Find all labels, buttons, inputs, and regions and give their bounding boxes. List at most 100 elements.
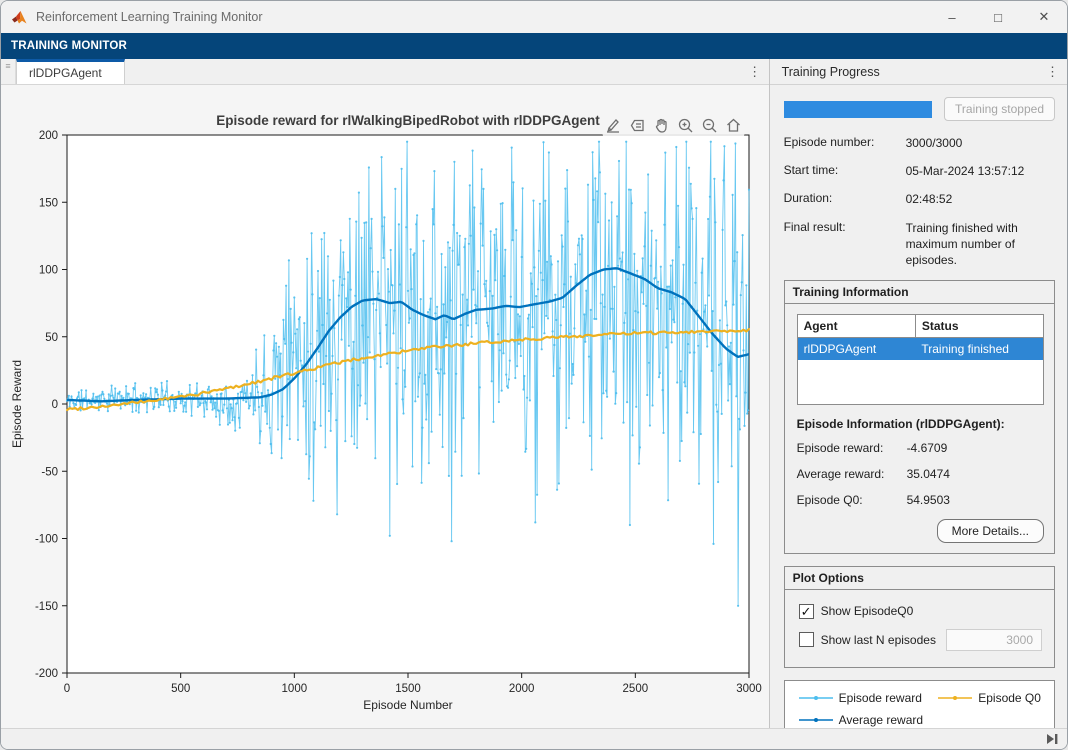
legend-item-episode-reward[interactable]: Episode reward <box>798 690 939 705</box>
show-episodeq0-label: Show EpisodeQ0 <box>820 604 914 619</box>
average-reward-label: Average reward: <box>796 466 885 481</box>
chart-panel: ≡ rlDDPGAgent ⋮ -200 -150 -100 -50 0 50 100 150… <box>1 59 770 728</box>
collapse-panel-icon[interactable] <box>1045 733 1059 745</box>
show-episodeq0-checkbox[interactable]: ✓ <box>798 603 814 619</box>
episode-reward-value: -4.6709 <box>906 440 948 455</box>
svg-text:Episode Number: Episode Number <box>363 698 452 712</box>
svg-text:Episode Reward: Episode Reward <box>10 360 24 448</box>
svg-text:3000: 3000 <box>736 683 762 695</box>
svg-text:2000: 2000 <box>509 683 535 695</box>
minimize-button[interactable]: – <box>948 9 956 25</box>
final-result-row: Final result: Training finished with max… <box>784 220 1055 269</box>
last-n-episodes-input <box>946 628 1042 651</box>
legend-label: Average reward <box>838 712 924 727</box>
duration-label: Duration: <box>783 191 833 206</box>
episode-number-label: Episode number: <box>783 135 875 149</box>
legend-label: Episode reward <box>838 690 922 705</box>
restore-view-icon[interactable] <box>724 116 743 135</box>
agent-status-table: Agent Status rlDDPGAgent Training finish… <box>796 314 1044 405</box>
svg-text:Episode reward for rlWalkingBi: Episode reward for rlWalkingBipedRobot w… <box>216 113 600 128</box>
episode-number-row: Episode number: 3000/3000 <box>784 135 1055 151</box>
training-information-title: Training Information <box>784 281 1054 305</box>
maximize-button[interactable]: □ <box>994 9 1002 25</box>
matlab-logo-icon <box>12 10 27 23</box>
svg-text:500: 500 <box>171 683 190 695</box>
episode-information-title: Episode Information (rlDDPGAgent): <box>796 416 1005 431</box>
episode-q0-label: Episode Q0: <box>796 492 863 507</box>
episode-q0-row: Episode Q0: 54.9503 <box>797 493 1044 507</box>
brush-icon[interactable] <box>604 116 623 135</box>
episode-reward-row: Episode reward: -4.6709 <box>797 441 1044 455</box>
plot-options-group: Plot Options ✓ Show EpisodeQ0 Show last … <box>783 565 1055 668</box>
duration-row: Duration: 02:48:52 <box>784 191 1055 207</box>
final-result-value: Training finished with maximum number of… <box>905 220 1018 267</box>
legend-item-episode-q0[interactable]: Episode Q0 <box>938 691 1048 705</box>
show-last-n-label: Show last N episodes <box>820 632 936 647</box>
datatips-icon[interactable] <box>628 116 647 135</box>
pan-icon[interactable] <box>652 116 671 135</box>
start-time-value: 05-Mar-2024 13:57:12 <box>905 164 1025 179</box>
svg-text:50: 50 <box>45 332 58 344</box>
chart-legend: Episode reward Episode Q0 Average reward <box>783 679 1055 728</box>
axes-toolbar <box>601 115 745 136</box>
training-information-group: Training Information Agent Status rlDDPG… <box>783 280 1055 554</box>
start-time-label: Start time: <box>783 163 839 178</box>
close-button[interactable]: ✕ <box>1038 9 1050 24</box>
episode-number-value: 3000/3000 <box>905 136 963 150</box>
average-reward-row: Average reward: 35.0474 <box>797 467 1044 481</box>
training-progress-panel: Training Progress ⋮ Training stopped Epi… <box>769 59 1067 728</box>
progress-bar-fill <box>783 100 932 118</box>
table-empty-row <box>797 360 1044 405</box>
zoom-out-icon[interactable] <box>700 116 719 135</box>
training-progress-bar <box>783 100 932 118</box>
svg-text:0: 0 <box>52 399 58 411</box>
reward-chart[interactable]: -200 -150 -100 -50 0 50 100 150 2000 500 1000 1500 2… <box>1 85 770 730</box>
more-details-button[interactable]: More Details... <box>936 518 1044 543</box>
status-cell: Training finished <box>915 337 1044 361</box>
svg-text:150: 150 <box>39 197 58 209</box>
episode-reward-swatch <box>798 695 833 700</box>
tab-label: rlDDPGAgent <box>29 66 102 80</box>
window-title: Reinforcement Learning Training Monitor <box>36 10 263 24</box>
start-time-row: Start time: 05-Mar-2024 13:57:12 <box>784 163 1055 179</box>
svg-text:2500: 2500 <box>623 683 649 695</box>
zoom-in-icon[interactable] <box>676 116 695 135</box>
tab-rlddpgagent[interactable]: rlDDPGAgent <box>16 59 125 84</box>
svg-text:-100: -100 <box>35 534 58 546</box>
svg-text:-200: -200 <box>35 668 58 680</box>
ribbon-label: TRAINING MONITOR <box>11 40 128 52</box>
show-episodeq0-row: ✓ Show EpisodeQ0 <box>798 603 1042 619</box>
svg-text:-150: -150 <box>35 601 58 613</box>
duration-value: 02:48:52 <box>905 192 953 207</box>
tab-strip-menu-icon[interactable]: ⋮ <box>748 63 762 79</box>
show-last-n-row: Show last N episodes <box>798 628 1042 651</box>
average-reward-swatch <box>798 717 833 722</box>
status-bar <box>1 728 1067 749</box>
episode-q0-value: 54.9503 <box>906 492 950 507</box>
svg-text:200: 200 <box>39 130 58 142</box>
episode-q0-swatch <box>938 695 973 700</box>
tab-grip-handle[interactable]: ≡ <box>1 59 16 84</box>
legend-item-average-reward[interactable]: Average reward <box>798 712 939 727</box>
show-last-n-checkbox[interactable] <box>798 632 814 648</box>
svg-text:100: 100 <box>39 265 58 277</box>
status-column-header[interactable]: Status <box>914 314 1044 339</box>
panel-title: Training Progress <box>781 64 880 79</box>
svg-text:-50: -50 <box>41 466 58 478</box>
plot-options-title: Plot Options <box>784 567 1054 590</box>
episode-reward-label: Episode reward: <box>796 440 884 455</box>
svg-text:1000: 1000 <box>282 683 308 695</box>
agent-column-header[interactable]: Agent <box>797 314 916 339</box>
training-stopped-button: Training stopped <box>944 97 1055 121</box>
ribbon-training-monitor: TRAINING MONITOR <box>1 33 1067 59</box>
average-reward-value: 35.0474 <box>906 466 950 481</box>
chart-area: -200 -150 -100 -50 0 50 100 150 200 0 500 1000 1500 2… <box>1 85 769 728</box>
agent-cell: rlDDPGAgent <box>797 337 916 361</box>
table-row-rlddpgagent[interactable]: rlDDPGAgent Training finished <box>797 337 1044 361</box>
title-bar: Reinforcement Learning Training Monitor … <box>1 1 1067 33</box>
final-result-label: Final result: <box>783 219 846 234</box>
panel-menu-icon[interactable]: ⋮ <box>1046 63 1059 79</box>
svg-text:1500: 1500 <box>395 683 421 695</box>
tab-strip: ≡ rlDDPGAgent ⋮ <box>1 59 769 85</box>
